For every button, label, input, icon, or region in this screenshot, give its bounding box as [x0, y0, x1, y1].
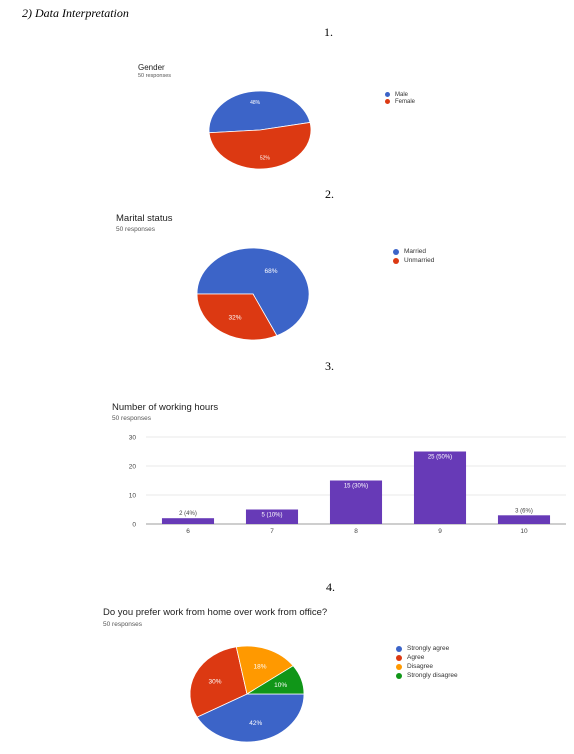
y-tick-label: 0	[132, 522, 136, 529]
marital-legend: Married Unmarried	[393, 247, 434, 265]
legend-swatch	[385, 99, 390, 104]
marital-chart-subtitle: 50 responses	[116, 226, 156, 233]
section-number-4: 4.	[326, 580, 335, 594]
bar-data-label: 3 (6%)	[515, 508, 533, 514]
legend-label: Strongly disagree	[407, 672, 458, 679]
bar-data-label: 2 (4%)	[179, 511, 197, 517]
legend-item-strongly-disagree: Strongly disagree	[396, 671, 458, 680]
wfh-chart-subtitle: 50 responses	[103, 621, 143, 628]
legend-label: Unmarried	[404, 257, 435, 264]
wfh-pie: 42% 30% 18% 10%	[189, 645, 305, 743]
pie-slice-strongly-disagree	[245, 665, 305, 695]
pie-slice-strongly-agree	[196, 693, 305, 743]
x-tick-label: 6	[186, 528, 190, 535]
bar-data-label: 5 (10%)	[261, 513, 282, 519]
section-heading: 2) Data Interpretation	[22, 6, 129, 20]
gender-pie: 48% 52%	[208, 90, 312, 170]
bar-6	[161, 518, 215, 524]
pie-slice-label: 32%	[228, 315, 241, 322]
pie-slice-unmarried	[196, 293, 278, 341]
legend-item-strongly-agree: Strongly agree	[396, 644, 458, 653]
section-number-1: 1.	[324, 25, 333, 39]
pie-slice-married	[196, 247, 310, 337]
pie-slice-label: 52%	[260, 156, 271, 162]
legend-label: Married	[404, 248, 427, 255]
pie-slice-label: 68%	[264, 268, 277, 275]
x-tick-label: 9	[438, 528, 442, 535]
x-tick-label: 7	[270, 528, 274, 535]
y-tick-label: 10	[129, 493, 137, 500]
bar-8	[329, 480, 383, 524]
legend-item-female: Female	[385, 97, 415, 106]
legend-item-unmarried: Unmarried	[393, 256, 434, 265]
legend-label: Male	[395, 91, 409, 98]
legend-label: Disagree	[407, 663, 434, 670]
gender-chart-subtitle: 50 responses	[138, 73, 172, 79]
section-number-2: 2.	[325, 187, 334, 201]
legend-item-married: Married	[393, 247, 434, 256]
legend-label: Female	[395, 98, 416, 105]
gender-chart-title: Gender	[138, 63, 165, 72]
pie-slice-label: 18%	[254, 664, 267, 671]
x-tick-label: 10	[520, 528, 528, 535]
bar-10	[497, 515, 551, 524]
hours-chart-subtitle: 50 responses	[112, 415, 152, 422]
y-tick-label: 20	[129, 464, 137, 471]
legend-label: Strongly agree	[407, 645, 450, 652]
legend-item-agree: Agree	[396, 653, 458, 662]
pie-slice-label: 30%	[209, 679, 222, 686]
marital-pie: 68% 32%	[196, 247, 310, 341]
hours-chart-title: Number of working hours	[112, 402, 219, 413]
bar-data-label: 15 (30%)	[344, 484, 368, 490]
marital-chart-title: Marital status	[116, 213, 173, 224]
gender-legend: Male Female	[385, 90, 415, 106]
x-tick-label: 8	[354, 528, 358, 535]
legend-swatch	[396, 672, 402, 679]
pie-slice-female	[208, 121, 312, 170]
legend-swatch	[393, 248, 399, 255]
pie-slice-male	[208, 90, 311, 134]
y-tick-label: 30	[129, 435, 137, 442]
legend-swatch	[396, 663, 402, 670]
legend-label: Agree	[407, 654, 425, 661]
legend-swatch	[385, 92, 390, 97]
hours-bar-chart: 0 10 20 30 2 (4%) 6 5 (10%) 7 15 (30%) 8 25 (50%) 9…	[129, 435, 566, 535]
legend-item-male: Male	[385, 90, 415, 99]
legend-swatch	[393, 257, 399, 264]
legend-swatch	[396, 654, 402, 661]
pie-slice-label: 10%	[274, 682, 287, 689]
legend-item-disagree: Disagree	[396, 662, 458, 671]
bar-data-label: 25 (50%)	[428, 455, 452, 461]
bar-7	[245, 509, 299, 524]
pie-slice-label: 42%	[249, 720, 262, 727]
bar-9	[413, 451, 467, 524]
pie-slice-agree	[189, 646, 248, 718]
section-number-3: 3.	[325, 359, 334, 373]
legend-swatch	[396, 645, 402, 652]
wfh-legend: Strongly agree Agree Disagree Strongly d…	[396, 644, 458, 680]
pie-slice-disagree	[235, 645, 294, 695]
wfh-chart-title: Do you prefer work from home over work f…	[103, 607, 328, 618]
pie-slice-label: 48%	[250, 100, 261, 106]
